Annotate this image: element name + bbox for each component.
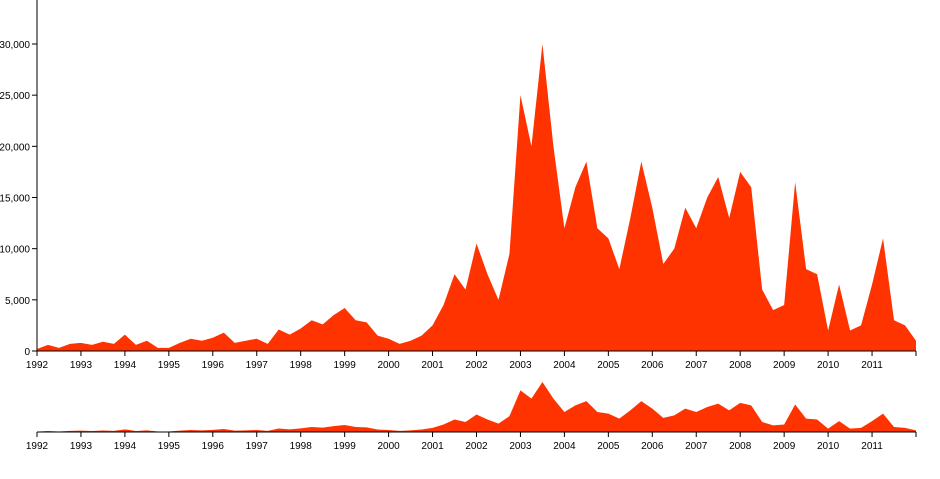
x-tick-label: 2007 <box>685 441 708 452</box>
x-tick-label: 2010 <box>817 360 840 371</box>
x-tick-label: 2008 <box>729 441 752 452</box>
x-tick-label: 2001 <box>421 360 444 371</box>
y-tick-label: 15,000 <box>0 194 30 205</box>
x-tick-label: 1996 <box>202 360 225 371</box>
x-tick-label: 1994 <box>114 441 137 452</box>
x-tick-label: 2006 <box>641 360 664 371</box>
x-tick-label: 2006 <box>641 441 664 452</box>
y-tick-label: 10,000 <box>0 245 30 256</box>
x-tick-label: 2009 <box>773 360 796 371</box>
x-tick-label: 2008 <box>729 360 752 371</box>
x-tick-label: 2002 <box>465 360 488 371</box>
x-tick-label: 2003 <box>509 441 532 452</box>
y-tick-label: 0 <box>24 347 30 358</box>
x-tick-label: 2000 <box>377 360 400 371</box>
x-tick-label: 2000 <box>377 441 400 452</box>
x-tick-label: 1994 <box>114 360 137 371</box>
x-tick-label: 1993 <box>70 441 93 452</box>
x-tick-label: 1997 <box>246 441 269 452</box>
x-tick-label: 2004 <box>553 441 576 452</box>
y-tick-label: 5,000 <box>5 296 30 307</box>
x-tick-label: 1998 <box>290 441 313 452</box>
x-tick-label: 2003 <box>509 360 532 371</box>
x-tick-label: 1995 <box>158 360 181 371</box>
x-tick-label: 2001 <box>421 441 444 452</box>
x-tick-label: 2002 <box>465 441 488 452</box>
y-tick-label: 25,000 <box>0 91 30 102</box>
x-tick-label: 2010 <box>817 441 840 452</box>
x-tick-label: 2007 <box>685 360 708 371</box>
context-area <box>37 382 916 432</box>
x-tick-label: 2009 <box>773 441 796 452</box>
area <box>37 44 916 351</box>
x-tick-label: 1998 <box>290 360 313 371</box>
y-tick-label: 30,000 <box>0 40 30 51</box>
x-tick-label: 2004 <box>553 360 576 371</box>
x-tick-label: 1999 <box>334 441 357 452</box>
x-tick-label: 1995 <box>158 441 181 452</box>
x-tick-label: 1992 <box>26 360 49 371</box>
x-tick-label: 1993 <box>70 360 93 371</box>
x-tick-label: 1992 <box>26 441 49 452</box>
x-tick-label: 1997 <box>246 360 269 371</box>
x-tick-label: 1999 <box>334 360 357 371</box>
x-tick-label: 2011 <box>861 360 883 371</box>
x-tick-label: 1996 <box>202 441 225 452</box>
x-tick-label: 2005 <box>597 441 620 452</box>
y-tick-label: 20,000 <box>0 142 30 153</box>
x-tick-label: 2005 <box>597 360 620 371</box>
x-tick-label: 2011 <box>861 441 883 452</box>
